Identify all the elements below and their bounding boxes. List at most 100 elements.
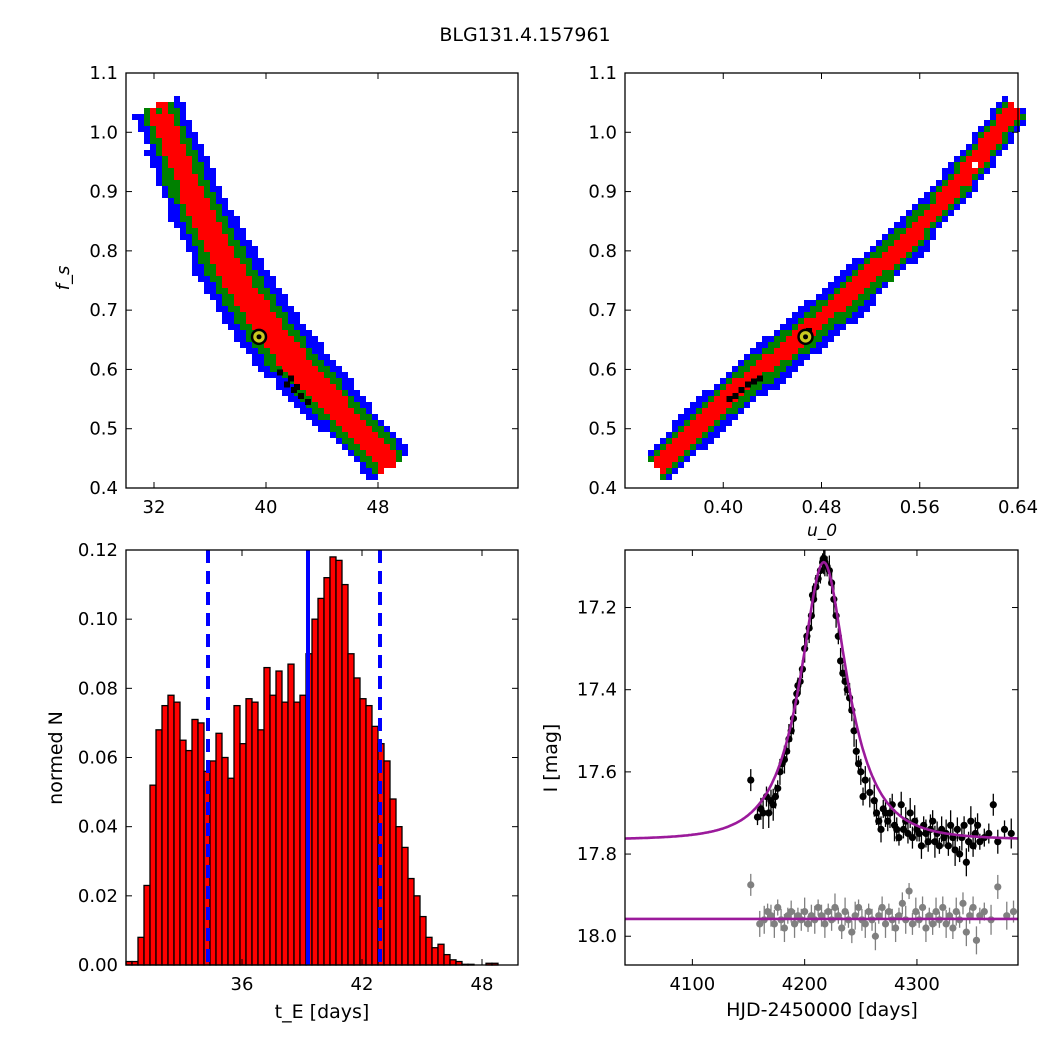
confidence-cell [708, 390, 714, 396]
confidence-cell [174, 210, 180, 216]
confidence-cell [204, 264, 210, 270]
confidence-cell [732, 390, 738, 396]
confidence-cell [294, 312, 300, 318]
confidence-cell [174, 102, 180, 108]
confidence-cell [750, 396, 756, 402]
confidence-cell [192, 162, 198, 168]
confidence-cell [654, 456, 660, 462]
confidence-cell [228, 318, 234, 324]
confidence-cell [282, 294, 288, 300]
confidence-cell [180, 222, 186, 228]
confidence-cell [222, 252, 228, 258]
confidence-cell [150, 162, 156, 168]
confidence-cell [762, 390, 768, 396]
confidence-cell [300, 378, 306, 384]
confidence-cell [192, 228, 198, 234]
confidence-cell [186, 126, 192, 132]
confidence-cell [300, 366, 306, 372]
confidence-cell [144, 126, 150, 132]
confidence-cell [234, 318, 240, 324]
y-tick-label: 0.4 [588, 478, 617, 499]
confidence-cell [150, 138, 156, 144]
confidence-cell [960, 198, 966, 204]
confidence-cell [906, 222, 912, 228]
confidence-cell [210, 192, 216, 198]
confidence-cell [744, 390, 750, 396]
confidence-cell [300, 384, 306, 390]
sample-cell [738, 387, 745, 394]
sample-cell [744, 381, 751, 388]
confidence-cell [336, 402, 342, 408]
confidence-cell [684, 426, 690, 432]
confidence-cell [900, 228, 906, 234]
sample-cell [726, 396, 733, 403]
confidence-cell [750, 390, 756, 396]
confidence-cell [204, 198, 210, 204]
confidence-cell [984, 144, 990, 150]
y-tick-label: 0.4 [89, 478, 118, 499]
confidence-cell [252, 270, 258, 276]
confidence-cell [678, 414, 684, 420]
confidence-cell [978, 138, 984, 144]
confidence-cell [318, 342, 324, 348]
confidence-cell [876, 240, 882, 246]
confidence-cell [678, 432, 684, 438]
confidence-cell [228, 288, 234, 294]
confidence-cell [780, 354, 786, 360]
confidence-cell [174, 114, 180, 120]
confidence-cell [738, 396, 744, 402]
confidence-cell [384, 444, 390, 450]
confidence-cell [366, 402, 372, 408]
confidence-cell [942, 174, 948, 180]
confidence-cell [270, 336, 276, 342]
confidence-cell [786, 342, 792, 348]
confidence-cell [294, 378, 300, 384]
confidence-cell [186, 198, 192, 204]
confidence-cell [234, 240, 240, 246]
confidence-cell [330, 402, 336, 408]
confidence-cell [174, 108, 180, 114]
confidence-cell [174, 204, 180, 210]
confidence-cell [354, 402, 360, 408]
confidence-cell [894, 222, 900, 228]
confidence-cell [360, 456, 366, 462]
confidence-cell [852, 288, 858, 294]
confidence-cell [288, 396, 294, 402]
confidence-cell [792, 318, 798, 324]
confidence-cell [690, 432, 696, 438]
confidence-cell [276, 384, 282, 390]
confidence-cell [960, 150, 966, 156]
confidence-cell [228, 264, 234, 270]
confidence-cell [378, 420, 384, 426]
confidence-cell [270, 360, 276, 366]
confidence-cell [1002, 114, 1008, 120]
confidence-cell [348, 426, 354, 432]
confidence-cell [810, 306, 816, 312]
confidence-cell [918, 210, 924, 216]
confidence-cell [150, 114, 156, 120]
confidence-cell [282, 330, 288, 336]
confidence-cell [696, 432, 702, 438]
confidence-cell [378, 432, 384, 438]
confidence-cell [252, 258, 258, 264]
confidence-cell [342, 426, 348, 432]
confidence-cell [954, 198, 960, 204]
confidence-cell [966, 186, 972, 192]
confidence-cell [354, 390, 360, 396]
confidence-cell [822, 300, 828, 306]
confidence-cell [702, 426, 708, 432]
confidence-cell [168, 126, 174, 132]
confidence-cell [750, 348, 756, 354]
confidence-cell [804, 312, 810, 318]
confidence-cell [312, 372, 318, 378]
confidence-cell [180, 108, 186, 114]
confidence-cell [918, 198, 924, 204]
confidence-cell [216, 204, 222, 210]
confidence-cell [834, 282, 840, 288]
confidence-cell [876, 246, 882, 252]
confidence-cell [948, 204, 954, 210]
confidence-cell [390, 444, 396, 450]
confidence-cell [264, 330, 270, 336]
confidence-cell [912, 234, 918, 240]
confidence-cell [864, 294, 870, 300]
